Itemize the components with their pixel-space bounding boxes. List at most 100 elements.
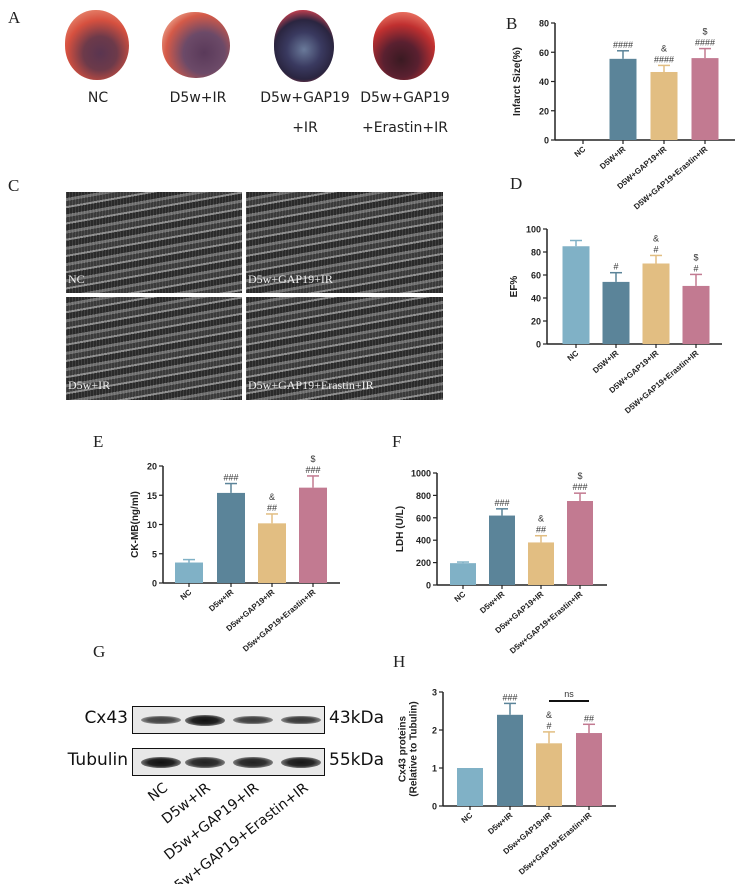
panel-label-a: A bbox=[8, 8, 21, 27]
y-tick-label: 80 bbox=[531, 248, 541, 258]
band-tubulin bbox=[185, 756, 225, 768]
x-tick-label: D5W+IR bbox=[591, 348, 620, 375]
significance-mark: ### bbox=[305, 465, 320, 475]
significance-mark: #### bbox=[654, 54, 674, 64]
significance-mark: ## bbox=[536, 525, 546, 535]
x-tick-label: D5W+IR bbox=[598, 144, 627, 171]
band-tubulin bbox=[141, 756, 181, 768]
significance-mark: ## bbox=[267, 503, 277, 513]
bar-F bbox=[489, 515, 515, 585]
significance-mark: $ bbox=[577, 471, 582, 481]
x-tick-label: D5w+GAP19+Erastin+IR bbox=[517, 810, 593, 876]
band-cx43 bbox=[281, 715, 321, 725]
bar-F bbox=[567, 501, 593, 585]
significance-mark: #### bbox=[695, 38, 715, 48]
y-tick-label: 1 bbox=[432, 764, 437, 774]
significance-mark: $ bbox=[310, 454, 315, 464]
echo-image-d5w-ir bbox=[66, 297, 242, 400]
protein-label-cx43: Cx43 bbox=[84, 708, 128, 728]
bar-D bbox=[562, 246, 590, 344]
y-tick-label: 40 bbox=[531, 294, 541, 304]
group-label-d5w-gap19-ir: D5w+GAP19 +IR bbox=[245, 83, 365, 143]
y-tick-label: 0 bbox=[536, 340, 541, 350]
y-tick-label: 800 bbox=[416, 491, 431, 501]
panel-label-g: G bbox=[93, 642, 106, 661]
panel-label-c: C bbox=[8, 176, 20, 195]
heart-slice-d5w-ir bbox=[162, 12, 230, 78]
significance-mark: & bbox=[661, 43, 667, 53]
y-tick-label: 0 bbox=[426, 581, 431, 591]
y-tick-label: 400 bbox=[416, 536, 431, 546]
significance-mark: ### bbox=[223, 473, 238, 483]
band-cx43 bbox=[233, 715, 273, 725]
y-tick-label: 15 bbox=[147, 491, 157, 501]
group-label-line1: D5w+GAP19 bbox=[260, 90, 350, 106]
bar-D bbox=[602, 281, 630, 344]
bar-B bbox=[650, 71, 678, 140]
x-tick-label: NC bbox=[566, 348, 581, 362]
bar-F bbox=[450, 563, 476, 585]
bar-E bbox=[175, 562, 203, 583]
bar-D bbox=[682, 285, 710, 344]
y-tick-label: 5 bbox=[152, 549, 157, 559]
significance-mark: & bbox=[653, 233, 659, 243]
y-tick-label: 60 bbox=[531, 271, 541, 281]
significance-mark: $ bbox=[693, 252, 698, 262]
significance-mark: # bbox=[653, 244, 658, 254]
y-tick-label: 3 bbox=[432, 688, 437, 698]
y-axis-label: (Relative to Tubulin) bbox=[409, 701, 420, 796]
echo-image-d5w-gap19-ir bbox=[246, 192, 443, 293]
significance-mark: # bbox=[693, 263, 698, 273]
x-tick-label: D5W+GAP19+Erastin+IR bbox=[632, 144, 709, 211]
size-label-tubulin: 55kDa bbox=[329, 750, 384, 770]
group-label-line1: D5w+GAP19 bbox=[360, 90, 450, 106]
significance-mark: ## bbox=[584, 713, 594, 723]
blot-tubulin bbox=[132, 748, 325, 776]
bar-E bbox=[299, 487, 327, 583]
y-tick-label: 20 bbox=[147, 462, 157, 472]
x-tick-label: D5w+GAP19+Erastin+IR bbox=[508, 589, 584, 655]
y-tick-label: 40 bbox=[539, 77, 549, 87]
size-label-cx43: 43kDa bbox=[329, 708, 384, 728]
panel-label-b: B bbox=[506, 14, 518, 33]
bar-H bbox=[536, 743, 562, 806]
protein-label-tubulin: Tubulin bbox=[67, 750, 128, 770]
band-cx43 bbox=[185, 714, 225, 726]
significance-mark: & bbox=[538, 514, 544, 524]
y-axis-label: CK-MB(ng/ml) bbox=[130, 491, 141, 558]
panel-label-h: H bbox=[393, 652, 406, 671]
y-tick-label: 0 bbox=[432, 802, 437, 812]
y-tick-label: 1000 bbox=[411, 469, 431, 479]
group-label-nc: NC bbox=[38, 83, 158, 113]
bar-B bbox=[609, 58, 637, 140]
group-label-line2: +Erastin+IR bbox=[361, 120, 449, 136]
bar-H bbox=[457, 768, 483, 806]
bar-H bbox=[497, 714, 523, 806]
significance-mark: & bbox=[269, 492, 275, 502]
echo-image-d5w-gap19-erastin-ir bbox=[246, 297, 443, 400]
y-tick-label: 2 bbox=[432, 726, 437, 736]
bar-B bbox=[691, 58, 719, 140]
y-tick-label: 600 bbox=[416, 513, 431, 523]
bracket-label: ns bbox=[564, 689, 574, 699]
x-tick-label: NC bbox=[573, 144, 588, 158]
band-cx43 bbox=[141, 715, 181, 725]
x-tick-label: D5w+IR bbox=[478, 589, 506, 615]
heart-slice-d5w-gap19-erastin-ir bbox=[373, 12, 435, 80]
significance-mark: ### bbox=[494, 498, 509, 508]
significance-mark: ### bbox=[572, 482, 587, 492]
significance-mark: $ bbox=[702, 27, 707, 37]
panel-label-f: F bbox=[392, 432, 402, 451]
y-tick-label: 20 bbox=[539, 106, 549, 116]
blot-cx43 bbox=[132, 706, 325, 734]
y-tick-label: 10 bbox=[147, 520, 157, 530]
significance-mark: ### bbox=[502, 692, 517, 702]
y-tick-label: 0 bbox=[544, 136, 549, 146]
y-tick-label: 80 bbox=[539, 19, 549, 29]
y-tick-label: 100 bbox=[526, 225, 541, 235]
y-axis-label: LDH (U/L) bbox=[395, 506, 406, 552]
panel-label-d: D bbox=[510, 174, 523, 193]
group-label-line1: NC bbox=[87, 90, 109, 106]
bar-H bbox=[576, 733, 602, 806]
